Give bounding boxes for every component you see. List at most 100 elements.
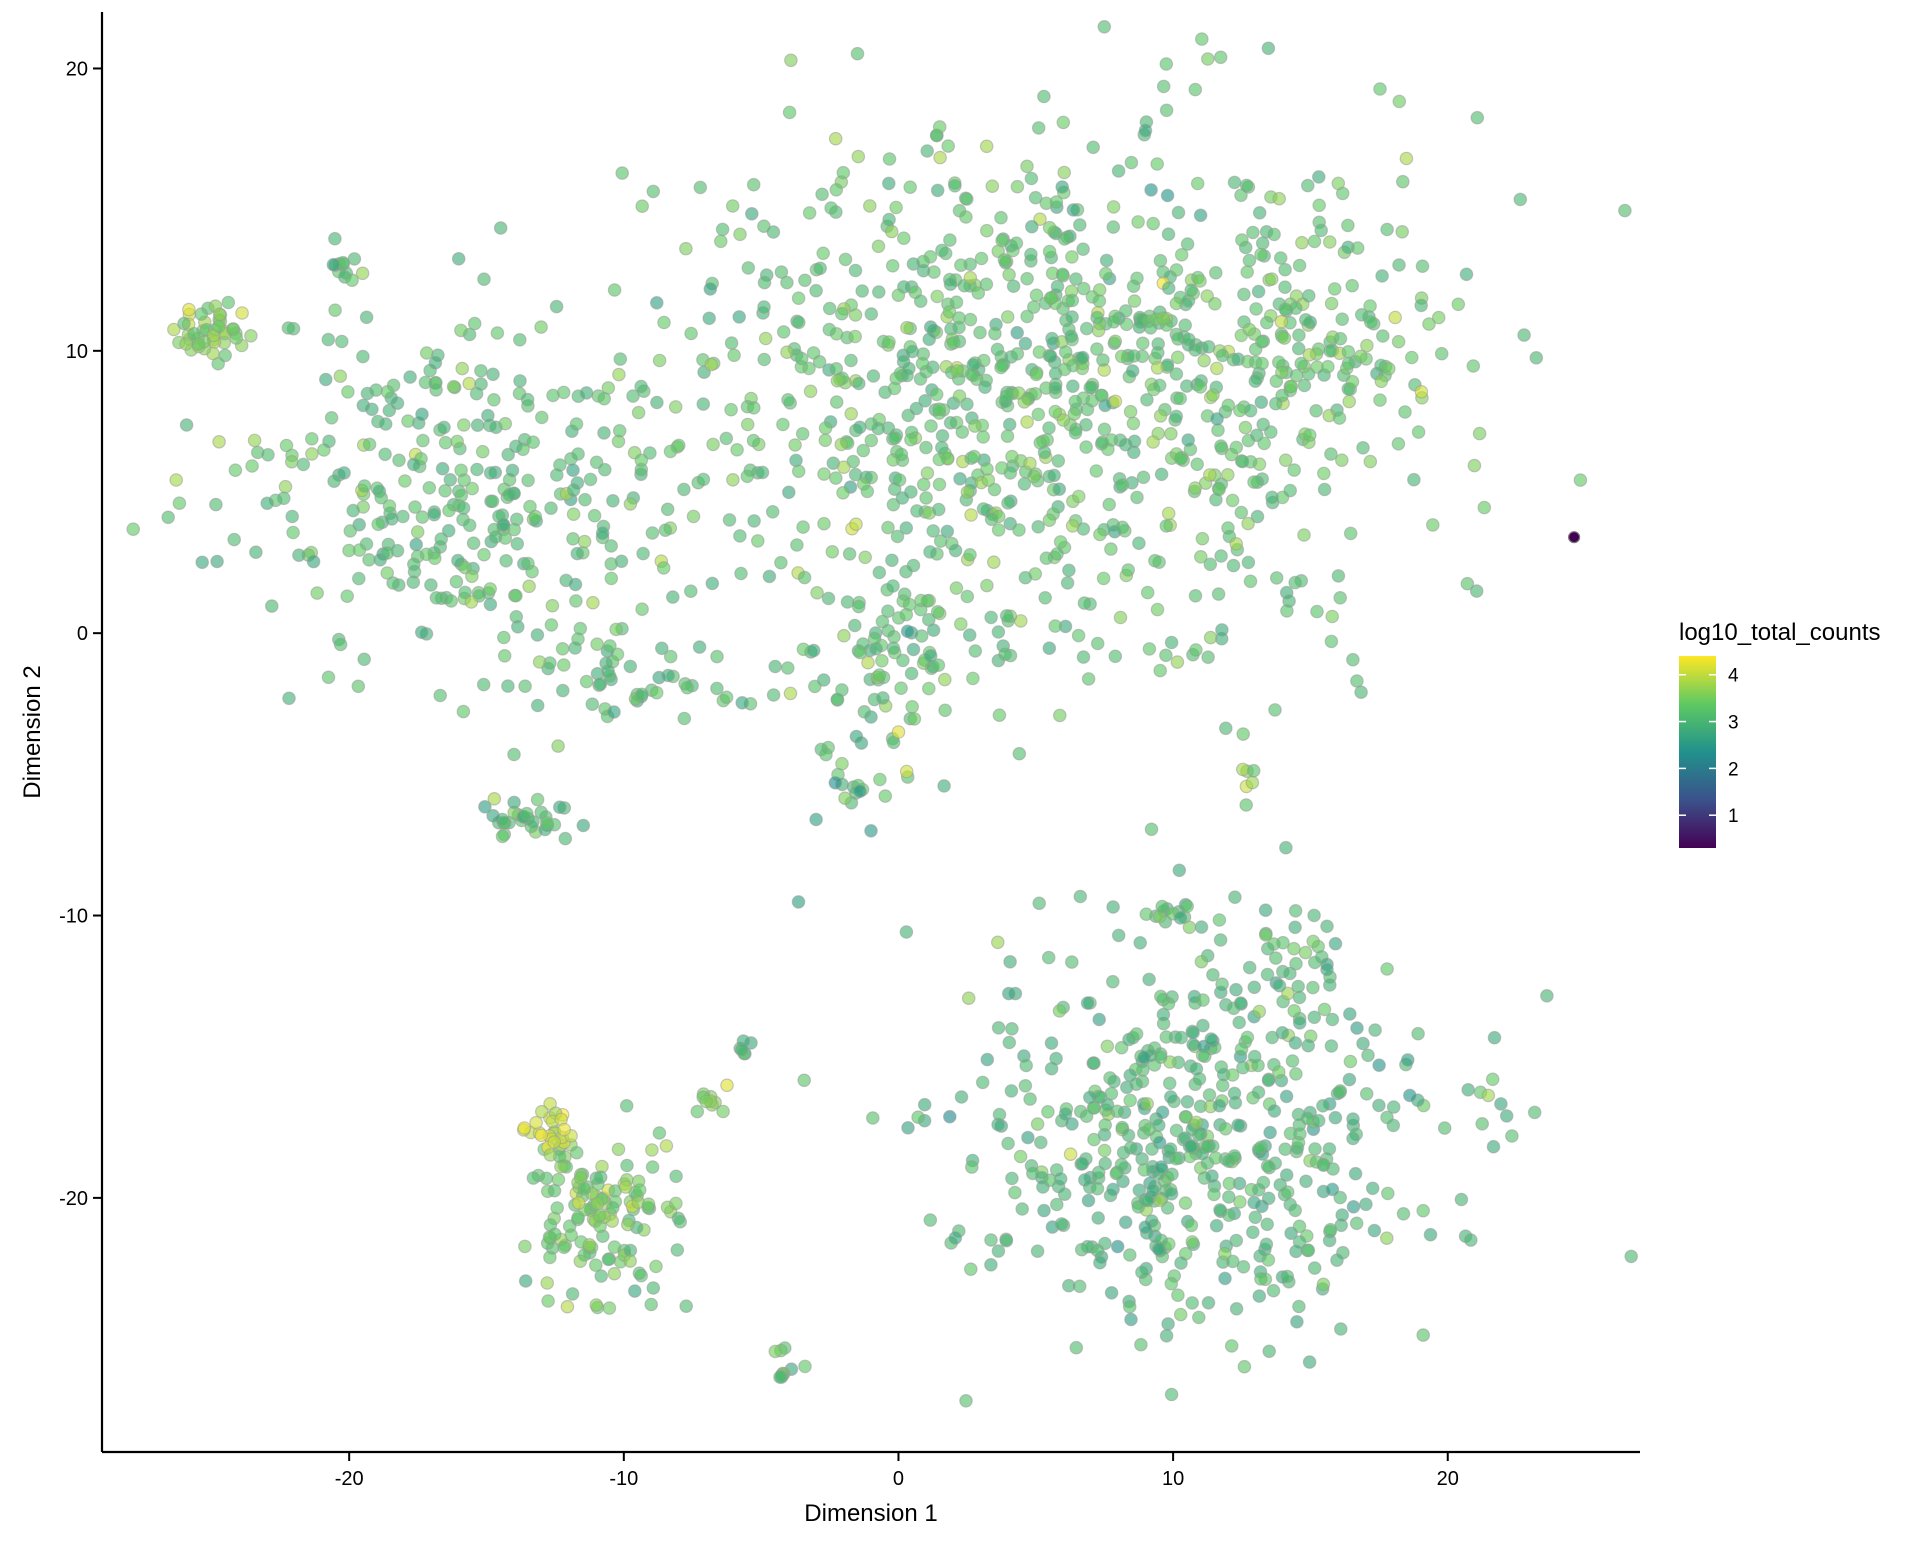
data-point bbox=[710, 649, 724, 664]
data-point bbox=[414, 625, 429, 640]
data-point bbox=[720, 1078, 734, 1093]
data-point bbox=[126, 522, 140, 536]
data-point bbox=[706, 437, 720, 452]
data-point bbox=[607, 283, 622, 297]
data-point bbox=[1189, 1115, 1204, 1130]
data-point bbox=[328, 303, 342, 317]
data-point bbox=[627, 1284, 642, 1298]
data-point bbox=[1043, 291, 1058, 305]
data-point bbox=[210, 554, 224, 569]
data-point bbox=[1481, 1088, 1496, 1103]
data-point bbox=[1108, 334, 1123, 349]
data-point bbox=[1155, 899, 1169, 914]
data-point bbox=[557, 1122, 571, 1137]
data-point bbox=[1451, 297, 1466, 312]
data-point bbox=[1161, 227, 1176, 241]
data-point bbox=[1341, 356, 1356, 371]
data-point bbox=[1005, 1171, 1019, 1186]
data-point bbox=[282, 691, 296, 706]
data-point bbox=[549, 299, 564, 314]
data-point bbox=[959, 1394, 973, 1408]
data-point bbox=[1173, 911, 1188, 925]
data-point bbox=[1138, 1220, 1153, 1234]
data-point bbox=[1041, 1105, 1055, 1119]
data-point bbox=[568, 577, 583, 592]
data-point bbox=[1193, 380, 1208, 394]
data-point bbox=[544, 618, 559, 632]
data-point bbox=[1291, 1135, 1306, 1150]
data-point bbox=[882, 335, 896, 349]
data-point bbox=[1213, 1203, 1227, 1217]
data-point bbox=[406, 457, 421, 472]
data-point bbox=[1047, 468, 1061, 483]
data-point bbox=[333, 369, 348, 383]
data-point bbox=[595, 526, 610, 540]
data-point bbox=[1126, 279, 1141, 293]
data-point bbox=[588, 1258, 603, 1272]
data-point bbox=[959, 210, 973, 224]
data-point bbox=[1289, 1067, 1303, 1081]
data-point bbox=[1363, 454, 1378, 469]
data-point bbox=[1233, 996, 1248, 1010]
data-point bbox=[1246, 225, 1260, 240]
data-point bbox=[636, 546, 650, 561]
data-point bbox=[1416, 1203, 1430, 1218]
data-point bbox=[949, 581, 964, 595]
data-point bbox=[1171, 1288, 1185, 1302]
data-point bbox=[864, 307, 879, 321]
data-point bbox=[1087, 1056, 1101, 1070]
data-point bbox=[605, 1201, 620, 1215]
data-point bbox=[806, 643, 821, 658]
data-point bbox=[1320, 919, 1334, 934]
data-point bbox=[304, 431, 319, 446]
data-point bbox=[1042, 220, 1057, 235]
data-point bbox=[1127, 294, 1142, 308]
data-point bbox=[1189, 1062, 1204, 1076]
data-point bbox=[1331, 176, 1346, 191]
data-point bbox=[357, 479, 372, 493]
data-point bbox=[455, 361, 469, 376]
data-point bbox=[501, 679, 515, 693]
data-point bbox=[946, 335, 961, 350]
data-point bbox=[1154, 989, 1168, 1004]
data-point bbox=[1434, 346, 1449, 361]
data-point bbox=[470, 462, 484, 477]
data-point bbox=[1164, 635, 1179, 650]
data-point bbox=[1209, 265, 1223, 280]
data-point bbox=[1359, 1197, 1373, 1212]
data-point bbox=[1233, 1195, 1247, 1209]
data-point bbox=[1346, 1131, 1360, 1146]
data-point bbox=[1026, 1166, 1040, 1181]
data-point bbox=[1184, 1139, 1198, 1154]
data-point bbox=[1144, 183, 1158, 197]
data-point bbox=[932, 402, 946, 416]
data-point bbox=[757, 352, 771, 367]
x-tick-label: 20 bbox=[1437, 1468, 1459, 1490]
data-point bbox=[1140, 392, 1154, 407]
data-point bbox=[1243, 574, 1258, 589]
data-point bbox=[635, 602, 649, 616]
data-point bbox=[848, 329, 862, 344]
data-point bbox=[1485, 1072, 1500, 1087]
data-point bbox=[952, 311, 966, 325]
data-point bbox=[1254, 1272, 1268, 1286]
data-point bbox=[1076, 650, 1091, 664]
data-point bbox=[597, 462, 612, 477]
data-point bbox=[1188, 82, 1203, 97]
data-point bbox=[1280, 604, 1294, 618]
data-point bbox=[776, 325, 791, 339]
data-point bbox=[1207, 1187, 1221, 1202]
data-point bbox=[660, 502, 675, 517]
data-point bbox=[501, 447, 515, 462]
data-point bbox=[418, 375, 433, 390]
data-point bbox=[895, 491, 910, 505]
data-point bbox=[247, 433, 262, 448]
data-point bbox=[1372, 1058, 1386, 1072]
data-point bbox=[1308, 955, 1322, 970]
data-point bbox=[1100, 1098, 1115, 1112]
data-point bbox=[1065, 250, 1079, 264]
data-point bbox=[830, 692, 845, 707]
data-point bbox=[403, 370, 417, 384]
data-point bbox=[278, 479, 293, 494]
